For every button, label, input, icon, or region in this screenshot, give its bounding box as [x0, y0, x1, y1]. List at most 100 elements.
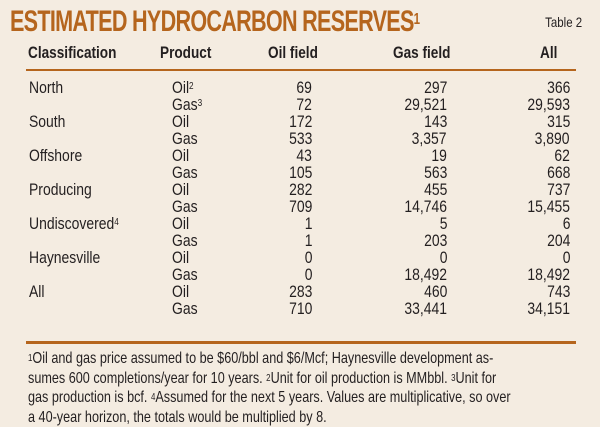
cell-all: 3,890 — [535, 129, 570, 148]
cell-classification: Undiscovered4 — [29, 215, 119, 232]
footnote-mark: 3 — [197, 98, 203, 109]
cell-product: Oil2 — [172, 79, 194, 96]
product-text: Oil — [172, 180, 190, 199]
footnotes: 1Oil and gas price assumed to be $60/bbl… — [28, 349, 581, 427]
footnote-text: Unit for — [455, 369, 497, 387]
cell-product: Oil — [172, 181, 189, 198]
product-text: Gas — [172, 231, 198, 250]
product-text: Oil — [172, 146, 190, 165]
cell-all: 29,593 — [527, 95, 570, 114]
cell-gas-field: 33,441 — [404, 299, 447, 318]
classification-text: South — [29, 112, 66, 131]
cell-classification: Offshore — [29, 147, 82, 164]
footnote-text: a 40-year horizon, the totals would be m… — [28, 408, 327, 426]
cell-oil-field: 0 — [304, 248, 312, 267]
title-footnote-mark: 1 — [413, 11, 420, 28]
cell-product: Oil — [172, 249, 189, 266]
cell-oil-field: 1 — [304, 231, 312, 250]
cell-gas-field: 19 — [431, 146, 447, 165]
cell-classification: South — [29, 113, 65, 130]
table-row: Gas 710 33,441 34,151 — [0, 300, 600, 317]
cell-all: 204 — [546, 231, 570, 250]
table-row: All Oil 283 460 743 — [0, 283, 600, 300]
table-row: Gas 0 18,492 18,492 — [0, 266, 600, 283]
product-text: Gas — [172, 163, 198, 182]
column-header-oil-field: Oil field — [268, 43, 318, 62]
table-row: South Oil 172 143 315 — [0, 113, 600, 130]
cell-oil-field: 709 — [288, 197, 312, 216]
cell-classification: Producing — [29, 181, 92, 198]
column-header-gas-field: Gas field — [393, 43, 451, 62]
cell-product: Oil — [172, 215, 189, 232]
cell-oil-field: 283 — [288, 282, 312, 301]
product-text: Gas — [172, 299, 198, 318]
footnote-mark: 1 — [28, 353, 33, 364]
table-row: Producing Oil 282 455 737 — [0, 181, 600, 198]
cell-gas-field: 3,357 — [412, 129, 447, 148]
cell-oil-field: 69 — [296, 78, 312, 97]
table-row: Offshore Oil 43 19 62 — [0, 147, 600, 164]
table-title-text: ESTIMATED HYDROCARBON RESERVES — [10, 5, 414, 38]
cell-oil-field: 72 — [296, 95, 312, 114]
product-text: Oil — [172, 248, 190, 267]
cell-classification: Haynesville — [29, 249, 100, 266]
classification-text: Producing — [29, 180, 92, 199]
product-text: Gas — [172, 265, 198, 284]
table-row: Gas 533 3,357 3,890 — [0, 130, 600, 147]
cell-all: 0 — [562, 248, 570, 267]
cell-product: Gas — [172, 266, 198, 283]
cell-oil-field: 105 — [288, 163, 312, 182]
cell-gas-field: 29,521 — [404, 95, 447, 114]
cell-all: 15,455 — [527, 197, 570, 216]
cell-classification: All — [29, 283, 45, 300]
cell-oil-field: 533 — [288, 129, 312, 148]
footnote-mark: 4 — [114, 217, 119, 228]
cell-oil-field: 282 — [288, 180, 312, 199]
product-text: Oil — [172, 112, 190, 131]
cell-product: Gas — [172, 198, 198, 215]
product-text: Gas — [172, 197, 198, 216]
cell-all: 668 — [546, 163, 570, 182]
cell-gas-field: 14,746 — [404, 197, 447, 216]
product-text: Oil — [172, 282, 190, 301]
cell-gas-field: 460 — [423, 282, 447, 301]
table-row: Gas 1 203 204 — [0, 232, 600, 249]
cell-gas-field: 455 — [423, 180, 447, 199]
cell-oil-field: 43 — [296, 146, 312, 165]
cell-gas-field: 143 — [423, 112, 447, 131]
footnote-text: sumes 600 completions/year for 10 years. — [28, 369, 267, 387]
classification-text: North — [29, 78, 64, 97]
cell-all: 34,151 — [527, 299, 570, 318]
cell-oil-field: 710 — [288, 299, 312, 318]
table-title: ESTIMATED HYDROCARBON RESERVES1 — [10, 4, 420, 40]
footnote-mark: 2 — [189, 81, 194, 92]
cell-all: 18,492 — [527, 265, 570, 284]
product-text: Oil — [172, 214, 190, 233]
table-row: Haynesville Oil 0 0 0 — [0, 249, 600, 266]
classification-text: All — [29, 282, 45, 301]
cell-product: Oil — [172, 113, 189, 130]
cell-all: 62 — [554, 146, 570, 165]
cell-oil-field: 0 — [304, 265, 312, 284]
classification-text: Undiscovered — [29, 214, 115, 233]
column-header-classification: Classification — [28, 43, 117, 62]
cell-product: Oil — [172, 147, 189, 164]
cell-gas-field: 18,492 — [404, 265, 447, 284]
column-header-all: All — [540, 43, 558, 62]
footnote-mark: 3 — [451, 372, 456, 384]
table-header-row: Classification Product Oil field Gas fie… — [0, 43, 600, 67]
cell-oil-field: 172 — [288, 112, 312, 131]
product-text: Gas — [172, 95, 198, 114]
table-row: Undiscovered4 Oil 1 5 6 — [0, 215, 600, 232]
cell-all: 315 — [546, 112, 570, 131]
footnote-mark: 4 — [150, 392, 156, 403]
cell-gas-field: 203 — [423, 231, 447, 250]
cell-product: Gas — [172, 300, 198, 317]
cell-product: Gas3 — [172, 96, 202, 113]
cell-gas-field: 0 — [439, 248, 447, 267]
table-row: North Oil2 69 297 366 — [0, 79, 600, 96]
table-row: Gas 709 14,746 15,455 — [0, 198, 600, 215]
table-row: Gas3 72 29,521 29,593 — [0, 96, 600, 113]
cell-all: 6 — [562, 214, 570, 233]
cell-all: 366 — [546, 78, 570, 97]
